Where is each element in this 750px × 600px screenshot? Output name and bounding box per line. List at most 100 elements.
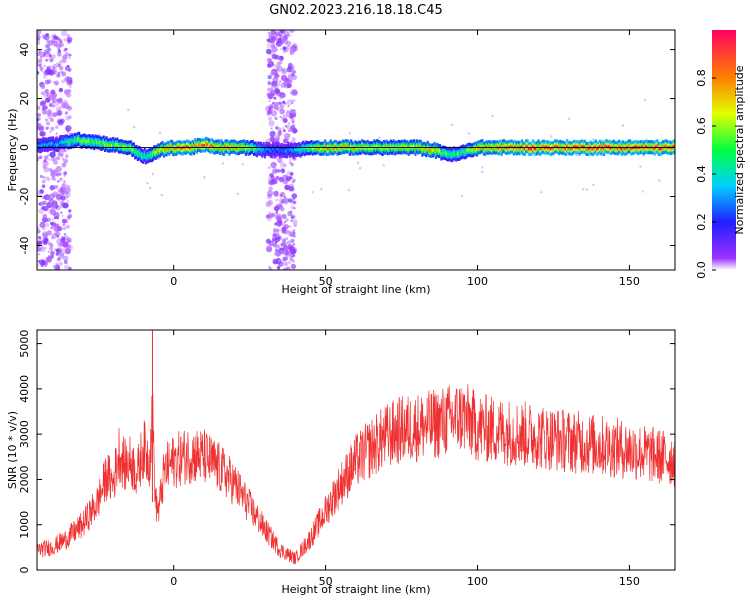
noise-dot: [284, 184, 290, 191]
noise-dot: [658, 179, 661, 182]
ridge-core: [269, 149, 272, 153]
ridge-core: [566, 144, 569, 148]
ridge-core: [460, 150, 463, 154]
ridge-core: [512, 147, 515, 150]
ridge-core: [387, 146, 390, 150]
ridge-core: [65, 139, 68, 143]
noise-dot: [39, 201, 45, 207]
colorbar-gradient: [712, 30, 736, 270]
ridge-core: [545, 145, 548, 149]
noise-dot: [42, 214, 48, 219]
ridge-core: [42, 142, 45, 146]
noise-dot: [281, 213, 287, 220]
noise-dot: [287, 45, 290, 48]
ridge-core: [501, 144, 504, 148]
ridge-core: [523, 147, 526, 151]
ridge-core: [594, 145, 597, 149]
noise-dot: [279, 115, 282, 119]
noise-dot: [292, 253, 296, 257]
ridge-core: [289, 148, 293, 152]
noise-dot: [270, 36, 276, 41]
noise-dot: [62, 223, 66, 227]
noise-dot: [292, 243, 296, 246]
noise-dot: [266, 244, 272, 250]
ridge-core: [648, 145, 651, 149]
noise-dot: [283, 129, 286, 133]
noise-dot: [282, 114, 286, 118]
noise-dot: [280, 82, 286, 89]
ridge-core: [149, 153, 152, 157]
noise-dot: [278, 60, 284, 65]
ridge-core: [337, 146, 340, 150]
noise-dot: [276, 244, 281, 249]
ridge-core: [78, 137, 81, 141]
ridge-core: [564, 147, 567, 151]
ridge-core: [259, 147, 262, 151]
ridge-core: [150, 153, 153, 157]
ridge-core: [451, 153, 454, 157]
ridge-core: [403, 144, 406, 148]
noise-dot: [37, 156, 40, 162]
ridge-core: [83, 139, 86, 142]
noise-dot: [271, 46, 278, 53]
ridge-core: [97, 140, 100, 144]
noise-dot: [55, 204, 61, 211]
noise-dot: [67, 213, 73, 219]
noise-dot: [641, 190, 644, 193]
ridge-core: [299, 149, 302, 153]
noise-dot: [65, 154, 69, 159]
noise-dot: [63, 195, 69, 200]
ridge-core: [224, 145, 227, 148]
noise-dot: [58, 261, 63, 266]
noise-dot: [283, 115, 287, 119]
ridge-core: [151, 152, 154, 156]
ridge-core: [603, 147, 606, 151]
noise-dot: [289, 210, 293, 213]
ridge-core: [99, 142, 103, 146]
noise-dot: [67, 105, 72, 111]
noise-dot: [41, 184, 46, 188]
ridge-core: [608, 145, 611, 149]
noise-dot: [276, 266, 280, 269]
noise-dot: [49, 130, 52, 133]
ridge-core: [419, 145, 422, 149]
ridge-core: [306, 146, 309, 150]
ridge-core: [231, 145, 234, 149]
ridge-core: [326, 147, 329, 151]
y-tick-label: 20: [18, 92, 31, 106]
ridge-core: [385, 145, 388, 149]
noise-dot: [291, 120, 295, 124]
noise-dot: [61, 238, 64, 241]
ridge-core: [279, 149, 282, 153]
x-tick-label: 0: [170, 275, 177, 288]
noise-dot: [540, 191, 543, 194]
noise-dot: [48, 198, 52, 202]
noise-dot: [55, 168, 59, 172]
noise-dot: [274, 116, 278, 121]
noise-dot: [279, 30, 286, 34]
ridge-core: [624, 146, 628, 150]
noise-dot: [291, 137, 296, 142]
noise-dot: [146, 182, 149, 185]
ridge-core: [672, 145, 675, 148]
ridge-core: [499, 145, 502, 149]
ridge-core: [537, 145, 540, 148]
ridge-core: [536, 146, 539, 150]
ridge-core: [421, 148, 424, 152]
noise-dot: [51, 96, 57, 103]
noise-dot: [43, 64, 46, 67]
noise-dot: [45, 118, 48, 122]
noise-dot: [63, 171, 68, 176]
ridge-core: [335, 145, 338, 149]
ridge-core: [50, 142, 53, 146]
noise-dot: [289, 256, 294, 261]
noise-dot: [38, 50, 42, 53]
noise-dot: [281, 226, 287, 231]
ridge-core: [61, 140, 64, 144]
noise-dot: [62, 226, 67, 231]
noise-dot: [53, 214, 56, 217]
noise-dot: [46, 66, 50, 70]
ridge-core: [262, 147, 265, 151]
noise-dot: [57, 49, 62, 54]
ridge-core: [482, 147, 485, 151]
